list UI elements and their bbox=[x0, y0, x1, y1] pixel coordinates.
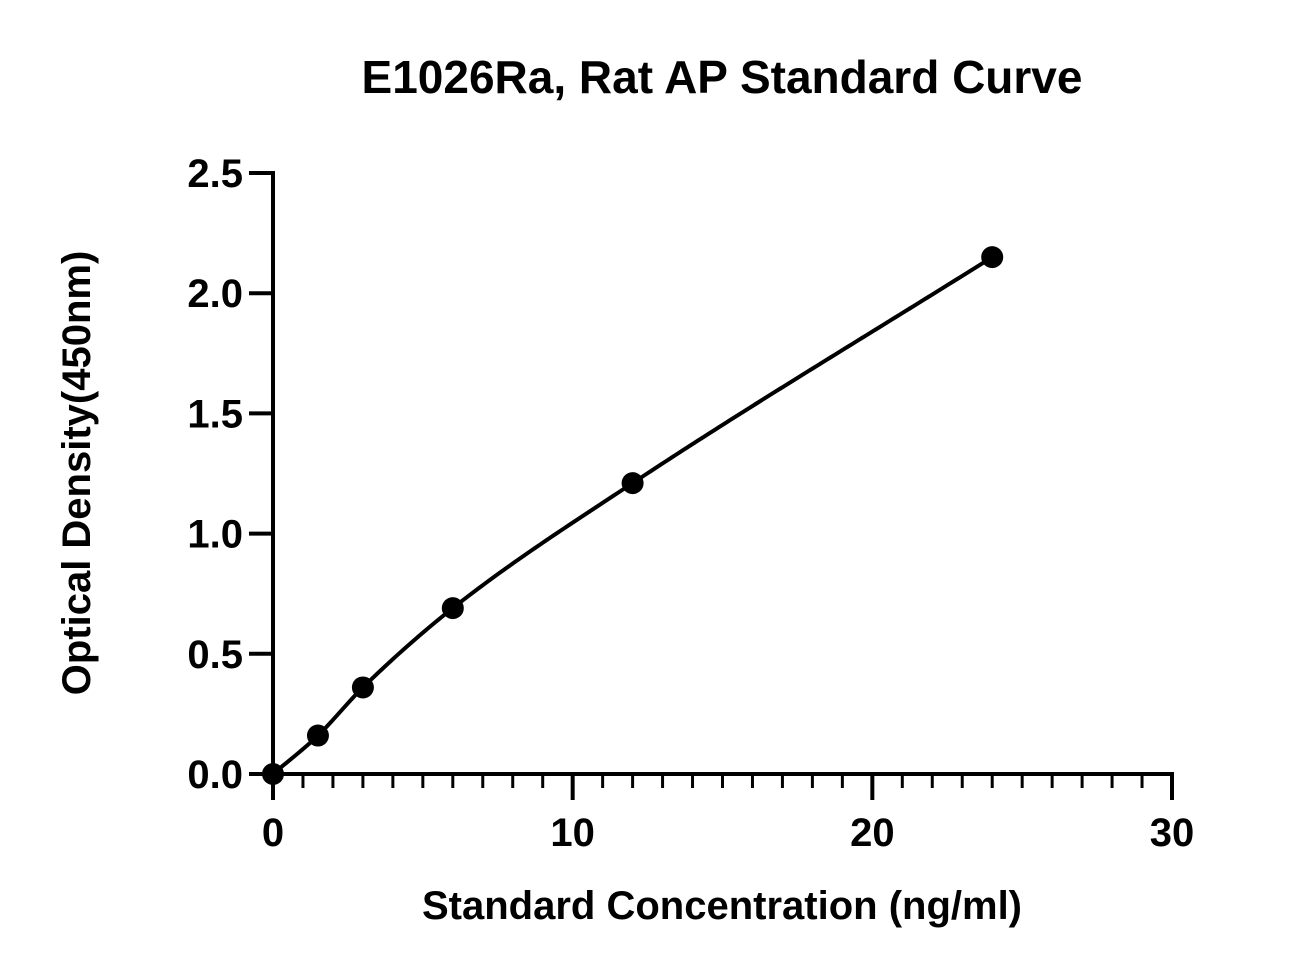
x-tick-label: 30 bbox=[1150, 811, 1195, 855]
y-tick-label: 0.0 bbox=[187, 753, 243, 797]
chart-title: E1026Ra, Rat AP Standard Curve bbox=[362, 51, 1083, 103]
data-point bbox=[351, 676, 374, 699]
fit-curve bbox=[271, 255, 994, 776]
data-points bbox=[262, 246, 1004, 785]
y-tick-label: 2.5 bbox=[187, 152, 243, 196]
y-axis-label: Optical Density(450nm) bbox=[55, 251, 99, 696]
data-point bbox=[306, 724, 329, 747]
axes: 0.0 0.5 1.0 1.5 2.0 2.5 0 10 20 30 bbox=[187, 152, 1194, 855]
x-tick-label: 10 bbox=[550, 811, 595, 855]
data-point bbox=[981, 246, 1004, 269]
data-point bbox=[262, 763, 284, 785]
x-tick-label: 20 bbox=[850, 811, 895, 855]
x-tick-label: 0 bbox=[262, 811, 284, 855]
y-tick-label: 1.0 bbox=[187, 513, 243, 557]
data-point bbox=[441, 597, 464, 620]
fit-curve-group bbox=[271, 255, 994, 776]
data-point bbox=[621, 472, 644, 495]
y-tick-label: 1.5 bbox=[187, 392, 243, 436]
y-tick-label: 2.0 bbox=[187, 272, 243, 316]
x-axis-label: Standard Concentration (ng/ml) bbox=[422, 884, 1022, 928]
y-tick-label: 0.5 bbox=[187, 633, 243, 677]
